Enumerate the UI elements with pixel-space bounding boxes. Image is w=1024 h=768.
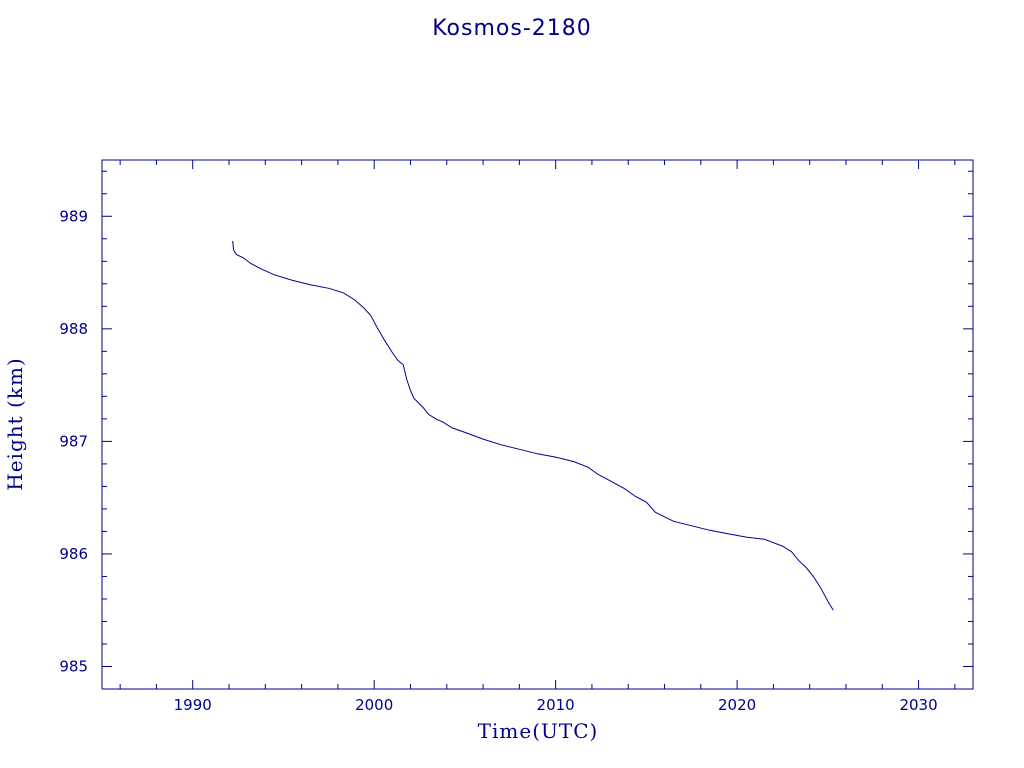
x-tick-label: 1990 [174,696,212,714]
x-tick-label: 2010 [537,696,575,714]
y-tick-label: 988 [59,320,88,338]
x-axis-label: Time(UTC) [478,719,599,743]
y-axis-label: Height (km) [3,357,27,490]
x-tick-label: 2030 [899,696,937,714]
y-tick-label: 985 [59,657,88,675]
y-tick-label: 989 [59,207,88,225]
y-tick-label: 987 [59,432,88,450]
y-tick-label: 986 [59,545,88,563]
series-line [232,240,834,611]
x-tick-label: 2020 [718,696,756,714]
x-tick-label: 2000 [355,696,393,714]
chart-title: Kosmos-2180 [432,16,592,41]
plot-frame [101,159,974,690]
